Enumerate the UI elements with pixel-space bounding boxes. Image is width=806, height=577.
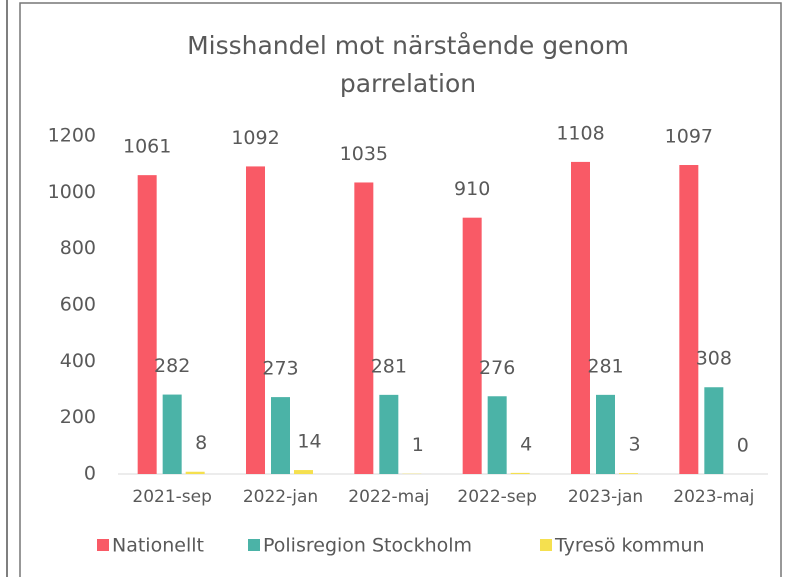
data-label: 276 [479, 357, 515, 379]
data-label: 0 [737, 435, 749, 457]
bar [679, 165, 699, 475]
y-tick-label: 1200 [48, 125, 96, 147]
bar [571, 161, 590, 474]
data-label: 281 [587, 355, 623, 377]
y-tick-label: 800 [60, 237, 96, 259]
data-label: 273 [262, 358, 298, 380]
y-tick-label: 1000 [48, 181, 96, 203]
legend-swatch [540, 539, 552, 551]
data-label: 3 [628, 434, 640, 456]
x-tick-label: 2023-maj [673, 487, 754, 507]
data-label: 308 [696, 348, 732, 370]
data-label: 282 [154, 355, 190, 377]
x-tick-label: 2021-sep [132, 487, 212, 507]
chart-title: Misshandel mot närstående genom parrelati… [187, 31, 629, 98]
x-tick-label: 2023-jan [568, 487, 643, 507]
data-label: 1092 [231, 127, 279, 149]
bar [354, 182, 374, 474]
bar [596, 394, 615, 474]
data-label: 910 [454, 178, 490, 200]
bar [510, 472, 530, 474]
bar [271, 397, 290, 474]
y-tick-label: 600 [60, 294, 96, 316]
bar [294, 470, 313, 474]
data-label: 281 [371, 355, 407, 377]
bar [704, 387, 724, 474]
data-label: 4 [520, 433, 532, 455]
y-tick-label: 0 [84, 463, 96, 485]
x-tick-label: 2022-jan [243, 487, 318, 507]
data-label: 8 [195, 432, 207, 454]
y-tick-label: 400 [60, 350, 96, 372]
x-tick-label: 2022-sep [457, 487, 537, 507]
data-label: 1061 [123, 136, 171, 158]
bar [162, 394, 182, 474]
data-label: 14 [297, 431, 321, 453]
legend-label: Polisregion Stockholm [263, 535, 472, 557]
legend-swatch [248, 539, 260, 551]
y-tick-label: 200 [60, 406, 96, 428]
data-label: 1 [412, 434, 424, 456]
bar [487, 396, 507, 474]
legend-label: Nationellt [112, 535, 204, 557]
data-label: 1108 [556, 122, 604, 144]
bar [137, 175, 157, 474]
bar [462, 217, 482, 474]
legend-swatch [97, 539, 109, 551]
data-label: 1097 [665, 126, 713, 148]
legend-label: Tyresö kommun [554, 535, 705, 557]
data-label: 1035 [340, 143, 388, 165]
bar [379, 394, 399, 474]
bar [246, 166, 265, 475]
bar [619, 473, 638, 474]
bar [185, 471, 205, 474]
x-tick-label: 2022-maj [348, 487, 429, 507]
